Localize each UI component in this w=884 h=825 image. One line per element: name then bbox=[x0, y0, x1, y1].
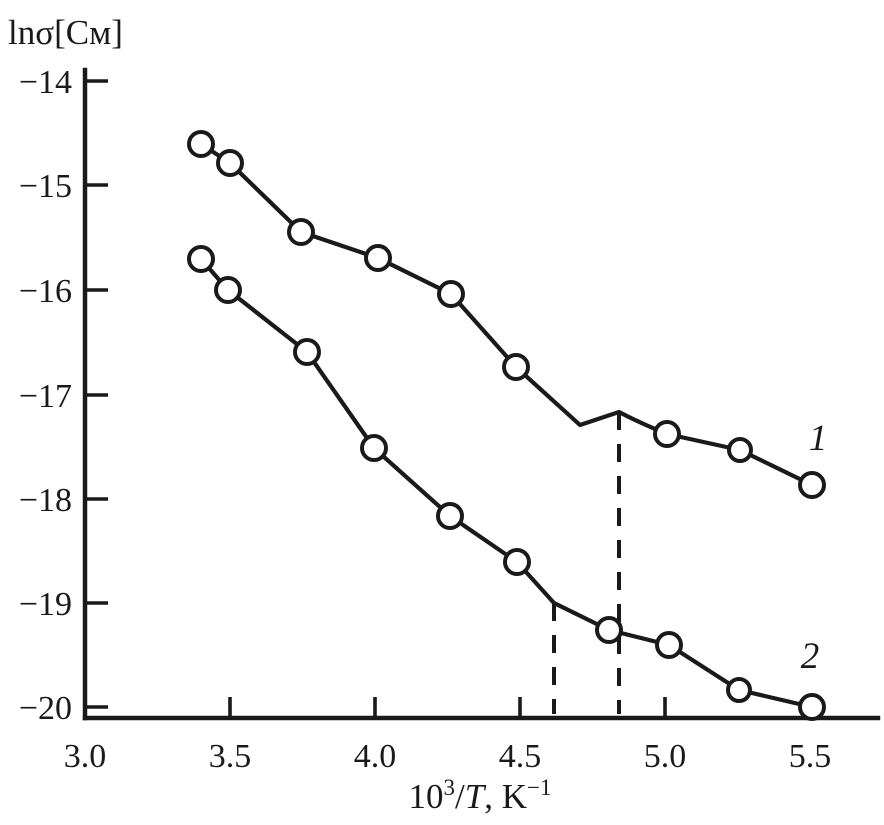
series-1-label: 1 bbox=[809, 418, 828, 459]
data-point bbox=[287, 218, 315, 246]
x-axis-label-variable: T bbox=[465, 777, 487, 816]
x-tick-labels: 3.0 3.5 4.0 4.5 5.0 5.5 bbox=[64, 738, 832, 775]
x-axis-label-slash: / bbox=[455, 777, 465, 816]
y-axis-label: lnσ[См] bbox=[8, 13, 123, 52]
x-tick-label: 3.5 bbox=[209, 738, 252, 775]
data-point bbox=[293, 338, 321, 366]
data-point bbox=[726, 677, 752, 703]
data-point bbox=[187, 130, 215, 158]
data-point bbox=[595, 616, 623, 644]
y-tick-label: −20 bbox=[19, 690, 72, 727]
y-tick-label: −17 bbox=[19, 378, 72, 415]
x-axis-label-unit: , K bbox=[484, 777, 527, 816]
data-point bbox=[436, 502, 464, 530]
x-axis-ticks bbox=[83, 697, 812, 718]
data-point bbox=[502, 353, 530, 381]
x-tick-label: 5.0 bbox=[644, 738, 687, 775]
data-point bbox=[653, 420, 681, 448]
y-tick-label: −14 bbox=[19, 64, 72, 101]
x-axis-label-exponent: 3 bbox=[444, 775, 456, 800]
transition-guides bbox=[552, 412, 621, 714]
data-point bbox=[216, 149, 244, 177]
data-point bbox=[798, 471, 826, 499]
y-tick-label: −16 bbox=[19, 273, 72, 310]
x-tick-label: 3.0 bbox=[64, 738, 107, 775]
series-2-markers bbox=[187, 245, 826, 721]
x-tick-label: 4.5 bbox=[499, 738, 542, 775]
x-axis-label-unit-exponent: −1 bbox=[527, 775, 551, 800]
y-tick-labels: −14 −15 −16 −17 −18 −19 −20 bbox=[19, 64, 72, 727]
series-2-line bbox=[198, 256, 815, 710]
series-1: 1 bbox=[187, 130, 828, 499]
x-axis-label-base: 10 bbox=[409, 777, 444, 816]
series-2-label: 2 bbox=[801, 636, 820, 677]
data-point bbox=[187, 245, 215, 273]
data-point bbox=[727, 437, 753, 463]
data-point bbox=[360, 434, 388, 462]
series-1-line bbox=[198, 141, 815, 488]
data-point bbox=[503, 548, 531, 576]
data-point bbox=[214, 276, 242, 304]
data-point bbox=[798, 693, 826, 721]
y-tick-label: −15 bbox=[19, 168, 72, 205]
x-tick-label: 5.5 bbox=[789, 738, 832, 775]
data-point bbox=[437, 280, 465, 308]
y-tick-label: −19 bbox=[19, 586, 72, 623]
x-tick-label: 4.0 bbox=[354, 738, 397, 775]
x-axis-label: 103/T, K−1 bbox=[409, 775, 552, 816]
y-tick-label: −18 bbox=[19, 482, 72, 519]
y-axis-ticks bbox=[85, 79, 108, 709]
data-point bbox=[655, 631, 683, 659]
series-2: 2 bbox=[187, 245, 826, 721]
series-1-markers bbox=[187, 130, 826, 499]
data-point bbox=[364, 244, 392, 272]
